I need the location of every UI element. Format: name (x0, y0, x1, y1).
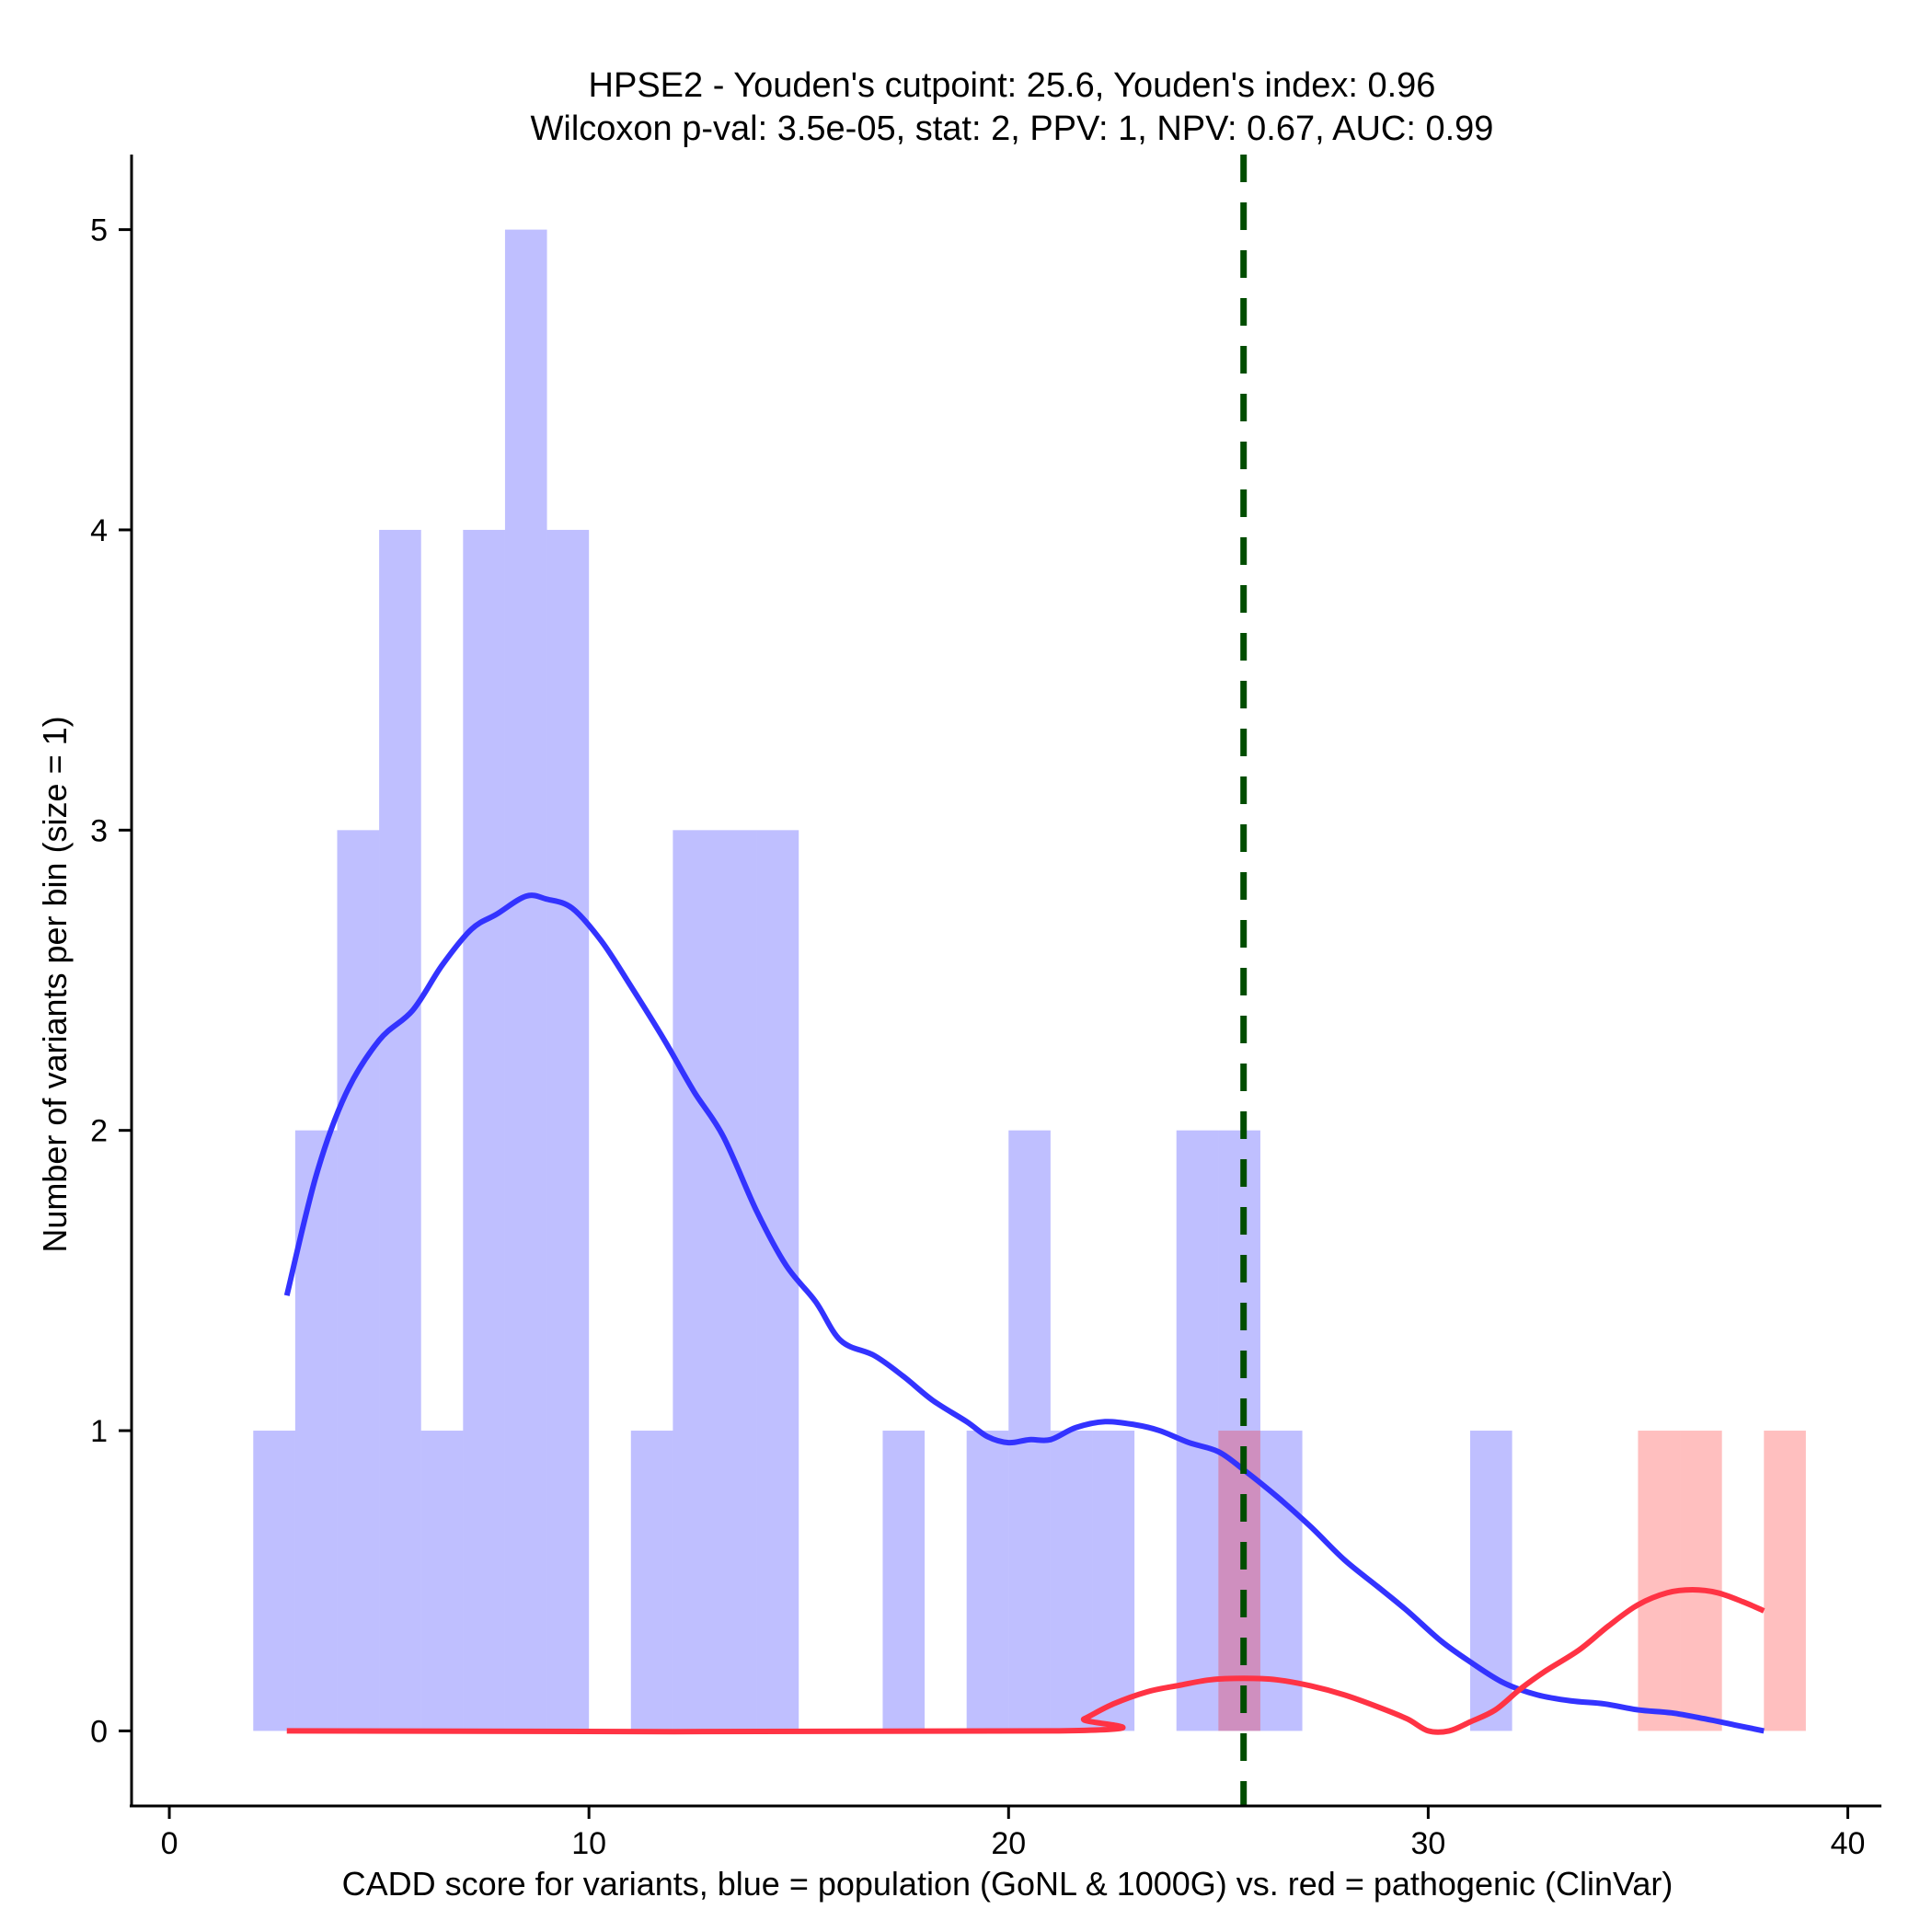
x-tick-label: 0 (161, 1826, 178, 1861)
population-bar (673, 830, 715, 1731)
population-bar (715, 830, 757, 1731)
population-bar (294, 1130, 338, 1731)
density-curves (283, 892, 1765, 1735)
y-tick-label: 3 (90, 813, 108, 848)
x-tick-label: 40 (1831, 1826, 1866, 1861)
population-bar (504, 229, 547, 1731)
histogram-bars (253, 229, 1806, 1731)
population-bar (420, 1431, 464, 1731)
population-bar (1176, 1130, 1219, 1731)
y-tick-label: 0 (90, 1714, 108, 1749)
pathogenic-bar (1680, 1431, 1722, 1731)
population-bar (882, 1431, 926, 1731)
x-axis-ticks: 0 10 20 30 40 (161, 1806, 1866, 1861)
pathogenic-bar (1638, 1431, 1681, 1731)
population-bar (1008, 1130, 1051, 1731)
y-tick-label: 1 (90, 1414, 108, 1449)
population-bar (756, 830, 799, 1731)
x-tick-label: 30 (1410, 1826, 1445, 1861)
population-bar (463, 529, 505, 1731)
y-axis-ticks: 0 1 2 3 4 5 (90, 213, 132, 1749)
population-bar (630, 1431, 673, 1731)
x-axis-label: CADD score for variants, blue = populati… (342, 1865, 1673, 1903)
population-density-line (283, 892, 1765, 1734)
population-bar (966, 1431, 1009, 1731)
y-tick-label: 4 (90, 513, 108, 548)
y-axis-label: Number of variants per bin (size = 1) (36, 716, 74, 1252)
population-bar (546, 529, 590, 1731)
population-bar (1050, 1431, 1093, 1731)
population-bar (1259, 1431, 1303, 1731)
population-bar (1092, 1431, 1135, 1731)
population-bar (253, 1431, 295, 1731)
x-tick-label: 20 (991, 1826, 1026, 1861)
chart-subtitle: Wilcoxon p-val: 3.5e-05, stat: 2, PPV: 1… (531, 109, 1494, 148)
x-tick-label: 10 (571, 1826, 606, 1861)
y-tick-label: 2 (90, 1114, 108, 1149)
population-bar (379, 529, 421, 1731)
population-bar (1218, 1130, 1260, 1731)
population-bar (337, 830, 380, 1731)
pathogenic-bar (1764, 1431, 1806, 1731)
y-tick-label: 5 (90, 213, 108, 248)
chart-title: HPSE2 - Youden's cutpoint: 25.6, Youden'… (589, 66, 1436, 105)
pathogenic-density-line (286, 1587, 1765, 1735)
